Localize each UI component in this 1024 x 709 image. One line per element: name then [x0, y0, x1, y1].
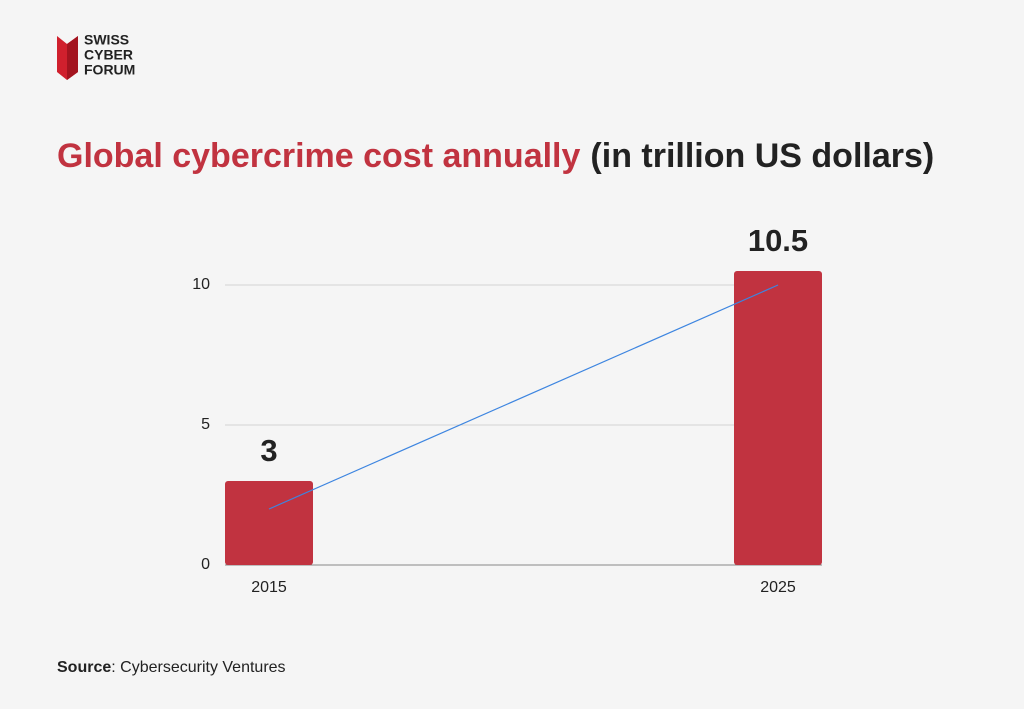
chart-subtitle: (in trillion US dollars)	[590, 137, 934, 175]
x-tick-label: 2015	[251, 579, 287, 596]
y-tick-label: 0	[201, 556, 210, 573]
value-label: 10.5	[748, 223, 808, 258]
logo-text: FORUM	[84, 62, 135, 78]
value-label: 3	[260, 433, 277, 468]
logo-text: SWISS	[84, 32, 129, 48]
x-tick-label: 2025	[760, 579, 796, 596]
logo-text: CYBER	[84, 47, 133, 63]
bar	[225, 481, 313, 565]
source-label: Source	[57, 659, 111, 676]
chart-title-line: Global cybercrime cost annually (in trill…	[57, 137, 934, 175]
chart-title: Global cybercrime cost annually	[57, 137, 581, 175]
source-text: : Cybersecurity Ventures	[111, 659, 285, 676]
y-tick-label: 5	[201, 416, 210, 433]
source-line: Source: Cybersecurity Ventures	[57, 659, 286, 676]
logo-shield-shade	[67, 36, 78, 80]
trend-line	[268, 284, 779, 510]
y-tick-label: 10	[192, 276, 210, 293]
bar	[734, 271, 822, 565]
